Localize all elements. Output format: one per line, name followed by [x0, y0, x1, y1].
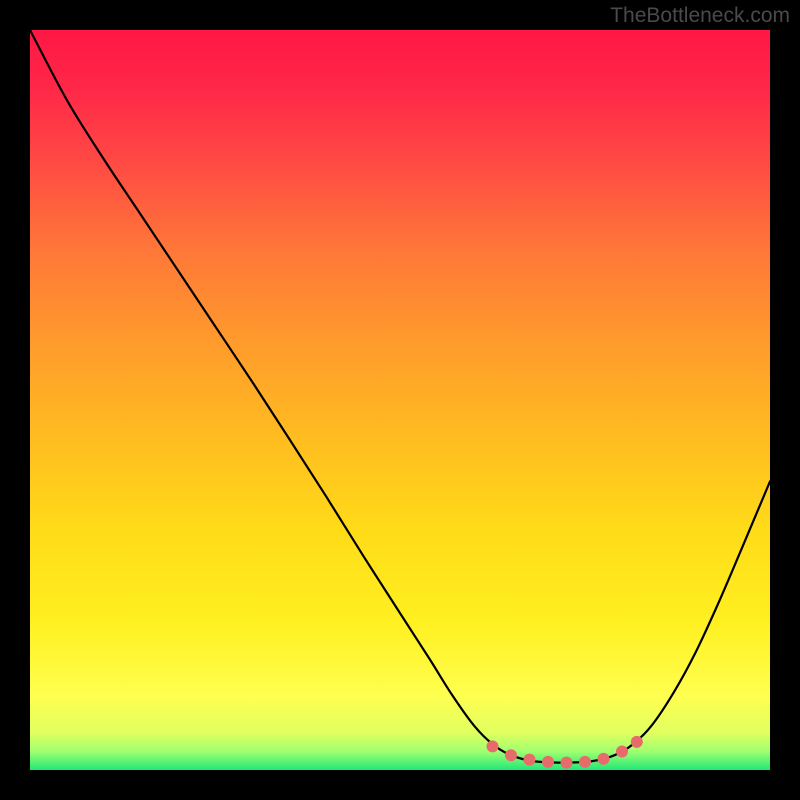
- chart-dot: [598, 753, 610, 765]
- chart-plot-area: [30, 30, 770, 770]
- chart-dot: [524, 754, 536, 766]
- chart-dot: [487, 740, 499, 752]
- watermark-text: TheBottleneck.com: [610, 4, 790, 28]
- chart-dot: [505, 749, 517, 761]
- chart-dots: [30, 30, 770, 770]
- chart-dot: [561, 757, 573, 769]
- chart-dot: [542, 756, 554, 768]
- chart-dot: [616, 746, 628, 758]
- chart-dot: [631, 736, 643, 748]
- chart-dot: [579, 756, 591, 768]
